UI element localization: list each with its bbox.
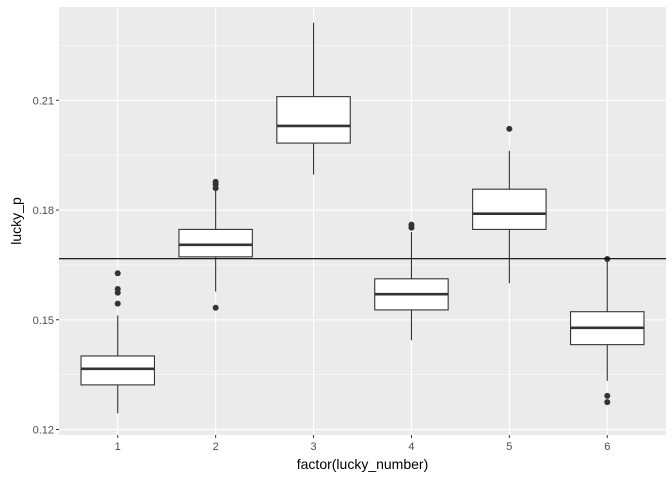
box-4 [374,221,449,341]
x-tick-label: 5 [506,441,512,453]
x-tick-label: 1 [115,441,121,453]
y-tick-label: 0.18 [33,205,54,217]
x-tick-label: 3 [310,441,316,453]
x-tick-label: 2 [213,441,219,453]
outlier-point [604,399,611,406]
x-axis: 1 2 3 4 5 6 [115,435,610,453]
outlier-point [408,221,415,228]
box-5 [472,125,547,284]
box-iqr [80,355,156,386]
outlier-point [114,300,121,307]
box-3 [276,22,351,175]
box-iqr [178,228,253,258]
y-tick-label: 0.15 [33,315,54,327]
outlier-point [506,125,513,132]
outlier-point [114,270,121,277]
box-6 [569,256,645,406]
outlier-point [212,178,219,185]
box-iqr [276,96,351,144]
outlier-point [212,304,219,311]
y-axis-title: lucky_p [8,197,24,245]
y-axis: 0.12 0.15 0.18 0.21 [33,95,59,437]
x-axis-title: factor(lucky_number) [297,456,429,472]
x-tick-label: 6 [604,441,610,453]
outlier-point [604,392,611,399]
box-2 [178,178,253,311]
boxplot-layer [80,22,645,414]
grid-minor [59,45,666,375]
outlier-point [114,289,121,296]
y-tick-label: 0.12 [33,425,54,437]
plot-panel [59,7,666,435]
y-tick-label: 0.21 [33,95,54,107]
outlier-point [212,185,219,192]
box-1 [80,270,156,414]
box-iqr [472,188,547,230]
x-tick-label: 4 [408,441,414,453]
